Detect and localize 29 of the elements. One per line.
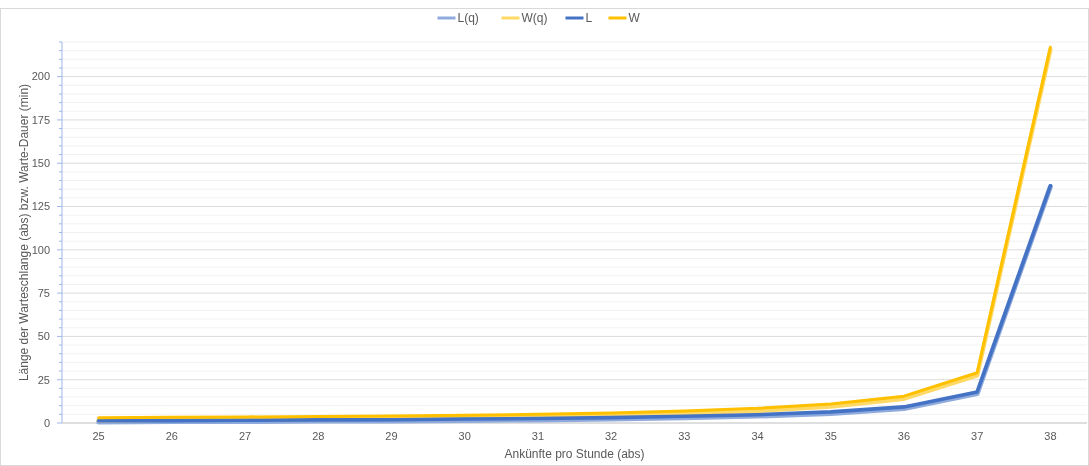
legend-label: L	[585, 11, 593, 25]
y-tick-label: 50	[37, 330, 50, 343]
x-tick-label: 27	[238, 430, 252, 442]
y-tick-label: 125	[31, 200, 50, 213]
x-tick-label: 33	[678, 430, 691, 442]
y-tick-label: 150	[31, 157, 50, 170]
y-tick-label: 25	[37, 373, 50, 386]
x-tick-label: 25	[92, 430, 105, 442]
x-tick-label: 29	[385, 430, 398, 442]
legend-label: W(q)	[521, 11, 548, 25]
x-tick-label: 30	[458, 430, 471, 442]
x-tick-label: 26	[165, 430, 178, 442]
x-tick-label: 28	[312, 430, 325, 442]
x-tick-label: 35	[824, 430, 837, 442]
x-axis-title: Ankünfte pro Stunde (abs)	[504, 447, 645, 461]
y-tick-label: 100	[31, 243, 50, 256]
legend-label: W	[628, 11, 641, 25]
y-tick-label: 75	[37, 286, 50, 299]
y-tick-label: 175	[31, 113, 50, 126]
x-tick-label: 38	[1044, 430, 1057, 442]
x-tick-label: 37	[971, 430, 984, 442]
legend-label: L(q)	[457, 11, 479, 25]
x-tick-label: 32	[604, 430, 618, 442]
x-tick-label: 34	[751, 430, 764, 442]
y-tick-label: 200	[31, 70, 50, 83]
y-tick-label: 0	[43, 416, 50, 429]
y-axis-title: Länge der Warteschlange (abs) bzw. Warte-Dauer (min)	[17, 83, 31, 382]
x-tick-label: 36	[897, 430, 911, 442]
x-tick-label: 31	[531, 430, 545, 442]
